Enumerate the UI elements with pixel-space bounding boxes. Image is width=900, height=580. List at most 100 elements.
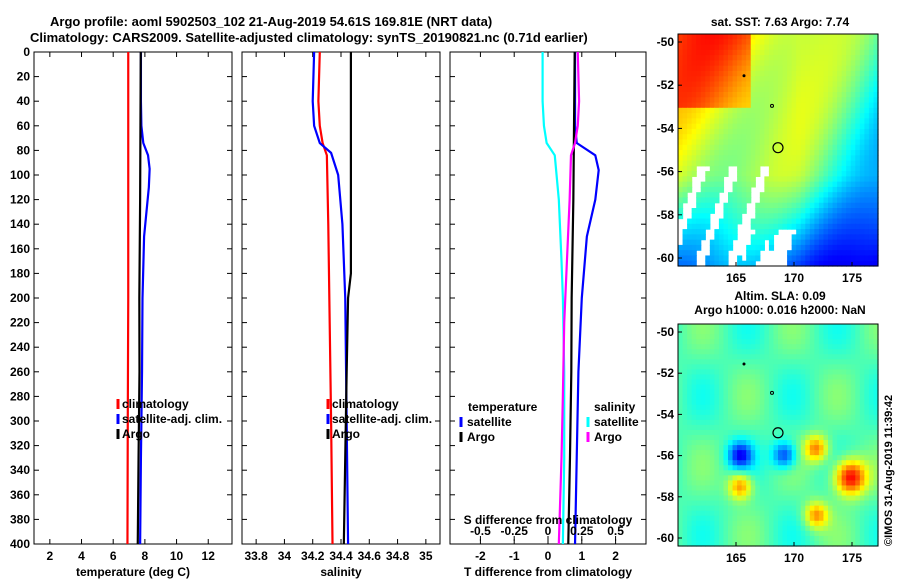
map-cell [814, 202, 820, 209]
map-cell [709, 364, 715, 371]
map-cell [778, 435, 784, 441]
map-cell [678, 144, 684, 151]
map-cell [723, 260, 729, 267]
map-cell [828, 208, 834, 214]
map-cell [778, 139, 784, 146]
map-cell [696, 208, 702, 214]
map-cell [714, 450, 720, 456]
map-cell [809, 55, 815, 61]
map-cell [709, 197, 715, 204]
map-cell [864, 334, 870, 340]
map-cell [759, 450, 765, 456]
map-cell [773, 144, 779, 151]
map-cell [864, 171, 870, 177]
map-cell [814, 520, 820, 527]
map-y-tick-label: -52 [657, 366, 675, 380]
map-cell [732, 86, 738, 93]
map-cell [759, 150, 765, 156]
map-cell [682, 394, 688, 401]
map-cell [805, 460, 811, 466]
map-cell [773, 414, 779, 421]
map-cell [768, 505, 775, 512]
map-cell [846, 334, 852, 340]
map-cell [864, 339, 870, 345]
map-cell [737, 86, 743, 93]
map-cell [782, 429, 788, 436]
map-cell [700, 155, 706, 162]
map-cell [787, 223, 793, 230]
map-cell [709, 250, 715, 257]
map-cell [746, 515, 752, 522]
map-x-tick-label: 165 [726, 271, 746, 285]
map-cell [732, 70, 738, 77]
map-cell [859, 445, 865, 451]
map-cell [868, 55, 875, 61]
map-cell [750, 223, 756, 230]
map-cell [678, 334, 684, 340]
map-cell [782, 379, 788, 386]
map-cell [868, 404, 875, 411]
map-cell [737, 450, 743, 456]
map-cell [828, 399, 834, 406]
map-cell [714, 55, 720, 61]
map-cell [850, 495, 856, 502]
map-cell [864, 181, 870, 188]
map-cell [728, 354, 734, 360]
map-cell [678, 515, 684, 522]
map-cell [764, 530, 770, 537]
map-cell [741, 394, 747, 401]
map-cell [732, 39, 738, 46]
map-cell [718, 324, 725, 330]
map-cell [728, 239, 734, 246]
map-cell [868, 414, 875, 421]
map-cell [723, 399, 729, 406]
map-cell [678, 81, 684, 88]
map-cell [864, 60, 870, 67]
map-cell [782, 34, 788, 40]
map-cell [687, 510, 693, 517]
map-cell [678, 213, 684, 220]
map-cell [778, 34, 784, 40]
map-cell [859, 369, 865, 376]
map-cell [759, 399, 765, 406]
map-cell [873, 150, 879, 156]
map-cell [728, 460, 734, 466]
map-cell [728, 455, 734, 461]
map-cell [723, 530, 729, 537]
map-cell [805, 359, 811, 365]
map-cell [687, 260, 693, 267]
map-cell [746, 197, 752, 204]
map-cell [814, 354, 820, 360]
map-cell [778, 208, 784, 214]
map-cell [800, 55, 806, 61]
map-cell [691, 419, 697, 426]
map-cell [841, 435, 847, 441]
map-cell [723, 329, 729, 335]
map-cell [768, 44, 775, 51]
map-cell [755, 465, 761, 471]
map-cell [796, 144, 802, 151]
map-cell [768, 123, 775, 130]
map-cell [800, 134, 806, 141]
map-cell [823, 354, 829, 360]
map-cell [864, 144, 870, 151]
map-cell [759, 520, 765, 527]
map-cell [855, 409, 861, 416]
map-cell [787, 530, 793, 537]
map-cell [741, 445, 747, 451]
map-cell [868, 113, 875, 119]
map-cell [800, 70, 806, 77]
map-cell [741, 76, 747, 83]
map-cell [714, 134, 720, 141]
map-cell [687, 134, 693, 141]
map-cell [750, 134, 756, 141]
map-cell [823, 181, 829, 188]
map-cell [782, 399, 788, 406]
map-cell [800, 404, 806, 411]
map-cell [873, 65, 879, 72]
map-cell [778, 192, 784, 199]
map-cell [746, 384, 752, 391]
map-cell [796, 229, 802, 235]
map-cell [750, 44, 756, 51]
map-cell [700, 455, 706, 461]
